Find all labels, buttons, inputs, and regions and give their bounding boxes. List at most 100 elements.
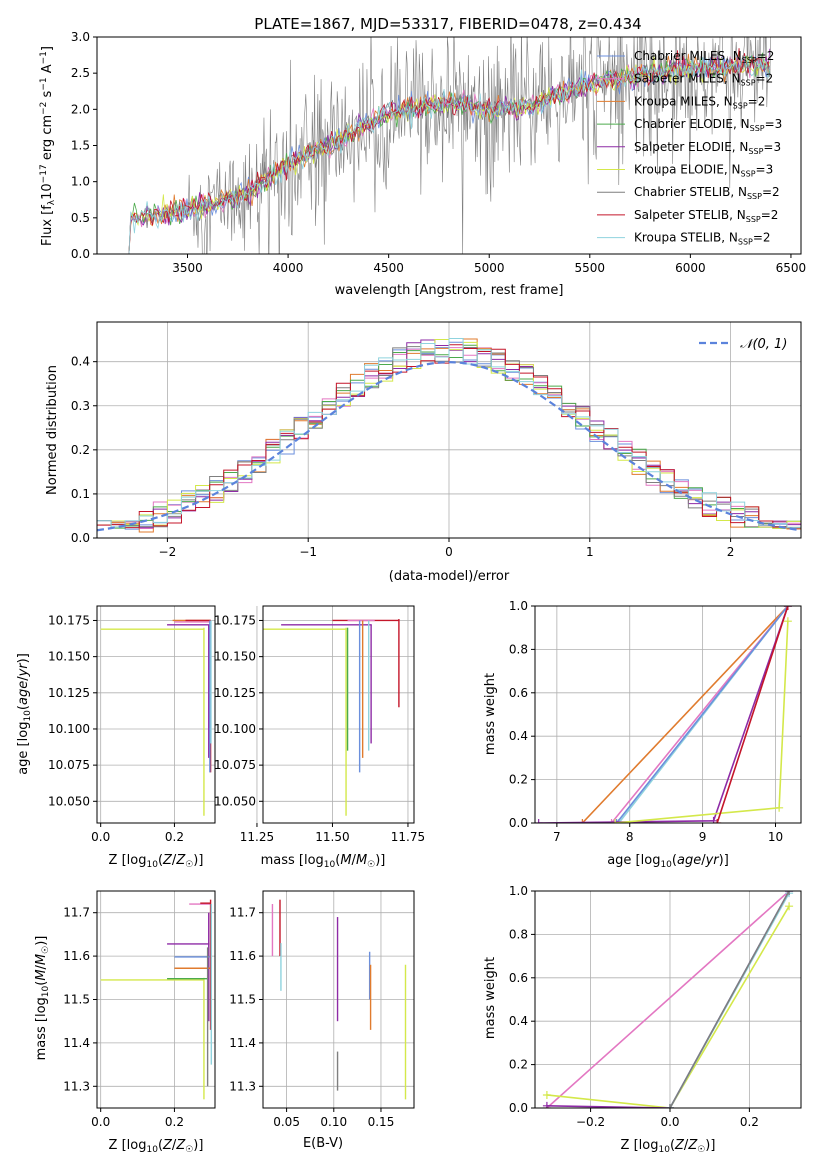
- x-tick-label: 2: [727, 545, 735, 559]
- x-tick-label: −1: [299, 545, 317, 559]
- x-tick-label: 11.75: [391, 830, 425, 844]
- axes-frame: [262, 605, 415, 824]
- x-tick-label: 0.10: [320, 1115, 347, 1129]
- weight-marker: [709, 816, 718, 823]
- axes-frame: [96, 605, 216, 824]
- y-tick-label: 0.2: [509, 773, 528, 787]
- weight-vs-age-ylabel: mass weight: [483, 673, 498, 755]
- x-tick-label: −2: [159, 545, 177, 559]
- y-tick-label: 11.6: [229, 949, 256, 963]
- spectrum-ylabel: Flux [fλ10−17 erg cm−2 s−1 A−1]: [39, 46, 57, 246]
- legend-entry: Chabrier STELIB, NSSP=2: [634, 185, 780, 201]
- y-tick-label: 0.6: [509, 971, 528, 985]
- legend-entry: Kroupa MILES, NSSP=2: [634, 94, 765, 110]
- weight-marker: [578, 819, 587, 823]
- y-tick-label: 11.3: [63, 1079, 90, 1093]
- x-tick-label: 8: [626, 830, 634, 844]
- age-vs-mass-xlabel: mass [log10(M/M☉)]: [261, 853, 386, 870]
- figure-title: PLATE=1867, MJD=53317, FIBERID=0478, z=0…: [254, 15, 641, 33]
- legend-entry: Chabrier ELODIE, NSSP=3: [634, 117, 782, 133]
- y-tick-label: 1.0: [509, 599, 528, 613]
- weight-marker: [783, 606, 792, 610]
- y-tick-label: 0.4: [509, 1014, 528, 1028]
- y-tick-label: 11.4: [63, 1036, 90, 1050]
- x-tick-label: 0.2: [165, 830, 184, 844]
- y-tick-label: 10.075: [214, 758, 256, 772]
- legend-entry: Salpeter MILES, NSSP=2: [634, 72, 773, 88]
- weight-series-line: [546, 891, 790, 1108]
- x-tick-label: 7: [553, 830, 561, 844]
- weight-series-line: [538, 606, 789, 823]
- gaussian-legend-label: 𝒩(0, 1): [740, 337, 787, 352]
- x-tick-label: 4500: [373, 261, 404, 275]
- y-tick-label: 10.100: [48, 722, 90, 736]
- y-tick-label: 1.0: [509, 884, 528, 898]
- age-vs-z-ylabel: age [log10(age/yr)]: [16, 653, 33, 775]
- legend-entry: Salpeter ELODIE, NSSP=3: [634, 140, 781, 156]
- y-tick-label: 10.125: [48, 686, 90, 700]
- x-tick-label: 0.0: [91, 830, 110, 844]
- weight-vs-age-xlabel: age [log10(age/yr)]: [607, 853, 729, 870]
- y-tick-label: 3.0: [71, 30, 90, 44]
- x-tick-label: −0.2: [576, 1115, 605, 1129]
- mass-vs-ebv-panel: 0.05 0.10 0.15 11.3 11.4 11.5 11.6 11.7: [229, 890, 415, 1129]
- x-tick-label: 0.0: [91, 1115, 110, 1129]
- x-tick-label: 0.2: [740, 1115, 759, 1129]
- y-tick-label: 10.175: [214, 613, 256, 627]
- weight-marker: [612, 819, 621, 823]
- spectrum-xlabel: wavelength [Angstrom, rest frame]: [335, 283, 564, 298]
- spectrum-legend: Chabrier MILES, NSSP=2 Salpeter MILES, NS…: [597, 49, 782, 247]
- y-tick-label: 0.2: [71, 443, 90, 457]
- y-tick-label: 0.8: [509, 927, 528, 941]
- weight-marker: [535, 819, 543, 823]
- weight-marker: [611, 819, 620, 823]
- spectrum-lines: [127, 37, 771, 254]
- axes-frame: [534, 605, 802, 824]
- x-tick-label: 11.25: [240, 830, 274, 844]
- parameter-panels: 0.0 0.2 10.050 10.075 10.100 10.125 10.150 10.1…: [48, 599, 802, 1129]
- y-tick-label: 0.5: [71, 211, 90, 225]
- residuals-xlabel: (data-model)/error: [389, 569, 510, 584]
- y-tick-label: 11.4: [229, 1036, 256, 1050]
- legend-entry: Salpeter STELIB, NSSP=2: [634, 208, 778, 224]
- y-tick-label: 0.8: [509, 642, 528, 656]
- mass-weight-vs-Z-panel: −0.2 0.0 0.2 0.0 0.2 0.4 0.6 0.8 1.0: [509, 884, 802, 1129]
- spectrum-ticks: 3500 4000 4500 5000 5500 6000 6500 0.0 0.5 1.0 1.5…: [71, 30, 806, 275]
- y-tick-label: 0.2: [509, 1058, 528, 1072]
- y-tick-label: 0.1: [71, 487, 90, 501]
- residuals-panel: −2 −1 0 1 2 0.0 0.1 0.2 0.3 0.4 (data-model)/erro…: [45, 321, 802, 584]
- weight-vs-z-ylabel: mass weight: [483, 957, 498, 1039]
- weight-marker: [665, 1104, 674, 1108]
- weight-series-line: [615, 606, 789, 823]
- legend-entry: Kroupa ELODIE, NSSP=3: [634, 163, 773, 179]
- y-tick-label: 11.5: [229, 993, 256, 1007]
- y-tick-label: 10.150: [214, 650, 256, 664]
- axes-frame: [534, 890, 802, 1109]
- y-tick-label: 0.0: [71, 247, 90, 261]
- legend-entry: Chabrier MILES, NSSP=2: [634, 49, 774, 65]
- y-tick-label: 0.0: [509, 816, 528, 830]
- residuals-ylabel: Normed distribution: [45, 365, 60, 495]
- weight-vs-z-xlabel: Z [log10(Z/Z☉)]: [621, 1138, 716, 1155]
- x-tick-label: 0: [445, 545, 453, 559]
- y-tick-label: 10.050: [48, 794, 90, 808]
- x-tick-label: 0.15: [368, 1115, 395, 1129]
- weight-series-line: [546, 905, 790, 1108]
- model-spectrum-line: [127, 55, 771, 254]
- y-tick-label: 0.4: [71, 355, 90, 369]
- x-tick-label: 1: [586, 545, 594, 559]
- gaussian-curve: [97, 361, 801, 532]
- y-tick-label: 11.5: [63, 993, 90, 1007]
- y-tick-label: 10.100: [214, 722, 256, 736]
- y-tick-label: 1.0: [71, 175, 90, 189]
- y-tick-label: 11.3: [229, 1079, 256, 1093]
- x-tick-label: 10: [768, 830, 783, 844]
- mass-weight-vs-age-panel: 7 8 9 10 0.0 0.2 0.4 0.6 0.8 1.0: [509, 599, 802, 844]
- y-tick-label: 10.175: [48, 613, 90, 627]
- weight-marker: [607, 819, 616, 823]
- y-tick-label: 0.0: [71, 531, 90, 545]
- weight-marker: [542, 1090, 551, 1099]
- x-tick-label: 0.2: [165, 1115, 184, 1129]
- x-tick-label: 5500: [575, 261, 606, 275]
